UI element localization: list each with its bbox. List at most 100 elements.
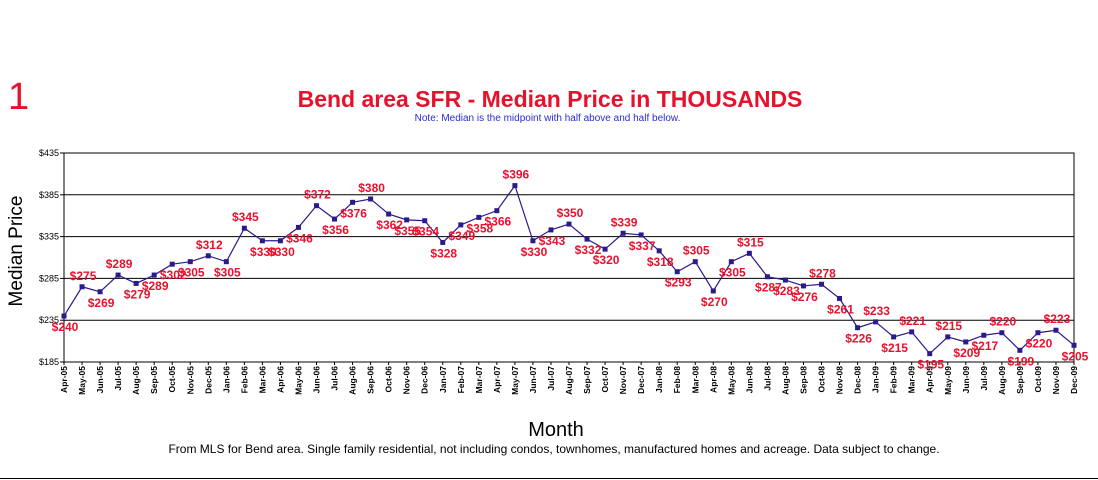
data-label: $380 bbox=[358, 181, 385, 195]
x-tick-label: Jun-05 bbox=[95, 366, 105, 394]
x-tick-label: Dec-06 bbox=[420, 366, 430, 394]
data-label: $279 bbox=[124, 287, 151, 301]
data-point bbox=[819, 281, 824, 287]
data-label: $332 bbox=[575, 243, 602, 257]
data-point bbox=[277, 238, 283, 244]
x-tick-label: Oct-08 bbox=[817, 366, 827, 393]
data-point bbox=[169, 261, 175, 267]
x-tick-label: Apr-07 bbox=[492, 366, 502, 393]
x-tick-label: Jan-09 bbox=[871, 366, 881, 393]
x-tick-label: Oct-09 bbox=[1033, 366, 1043, 393]
data-point bbox=[205, 253, 211, 259]
x-tick-label: Apr-06 bbox=[275, 366, 285, 393]
x-tick-label: Jul-05 bbox=[113, 366, 123, 391]
data-label: $287 bbox=[755, 281, 782, 295]
data-label: $343 bbox=[539, 234, 566, 248]
data-point bbox=[61, 313, 67, 319]
data-label: $240 bbox=[52, 320, 79, 334]
x-tick-label: Feb-08 bbox=[672, 366, 682, 394]
data-point bbox=[386, 211, 392, 217]
data-point bbox=[1017, 347, 1023, 353]
data-label: $293 bbox=[665, 276, 692, 290]
data-label: $217 bbox=[971, 339, 998, 353]
page-number: 1 bbox=[8, 76, 30, 118]
y-tick-label: $235 bbox=[39, 315, 59, 325]
data-label: $349 bbox=[448, 229, 475, 243]
data-point bbox=[981, 332, 987, 338]
data-label: $330 bbox=[521, 245, 548, 259]
x-tick-label: Jul-08 bbox=[762, 366, 772, 391]
x-tick-label: Jul-09 bbox=[979, 366, 989, 391]
data-label: $362 bbox=[376, 218, 403, 232]
x-tick-label: Jul-07 bbox=[546, 366, 556, 391]
data-point bbox=[927, 351, 933, 357]
x-tick-label: May-06 bbox=[293, 366, 303, 395]
x-tick-label: Feb-07 bbox=[456, 366, 466, 394]
data-label: $269 bbox=[88, 296, 115, 310]
data-labels: $240$275$269$289$279$289$302$305$312$305… bbox=[52, 168, 1089, 372]
y-tick-label: $335 bbox=[39, 232, 59, 242]
data-point bbox=[295, 224, 301, 230]
data-label: $221 bbox=[899, 314, 926, 328]
x-tick-label: Sep-09 bbox=[1015, 366, 1025, 394]
data-label: $215 bbox=[935, 319, 962, 333]
data-label: $205 bbox=[1062, 349, 1089, 363]
data-label: $396 bbox=[503, 168, 530, 182]
x-tick-label: May-07 bbox=[510, 366, 520, 395]
x-tick-label: May-08 bbox=[726, 366, 736, 395]
data-point bbox=[764, 274, 770, 280]
data-point bbox=[458, 222, 464, 228]
x-tick-label: Jan-08 bbox=[654, 366, 664, 393]
footnote: From MLS for Bend area. Single family re… bbox=[168, 442, 940, 456]
data-label: $337 bbox=[629, 239, 656, 253]
data-point bbox=[566, 221, 572, 227]
x-tick-label: Dec-05 bbox=[203, 366, 213, 394]
data-point bbox=[602, 246, 608, 252]
data-point bbox=[314, 203, 319, 209]
data-label: $320 bbox=[593, 253, 620, 267]
data-label: $261 bbox=[827, 302, 854, 316]
data-point bbox=[223, 259, 229, 265]
x-tick-label: Nov-08 bbox=[835, 366, 845, 395]
data-label: $233 bbox=[863, 304, 890, 318]
x-tick-label: Apr-08 bbox=[708, 366, 718, 393]
x-tick-label: Jul-06 bbox=[330, 366, 340, 391]
x-tick-label: Jan-07 bbox=[438, 366, 448, 393]
data-point bbox=[115, 272, 121, 278]
data-label: $276 bbox=[791, 290, 818, 304]
x-tick-label: Nov-05 bbox=[185, 366, 195, 395]
data-point bbox=[259, 238, 265, 244]
data-label: $330 bbox=[250, 245, 277, 259]
data-point bbox=[332, 216, 338, 222]
data-label: $305 bbox=[683, 244, 710, 258]
data-label: $305 bbox=[178, 266, 205, 280]
x-tick-label: Feb-09 bbox=[889, 366, 899, 394]
data-label: $366 bbox=[485, 215, 512, 229]
data-point bbox=[855, 325, 861, 331]
x-tick-label: Aug-07 bbox=[564, 366, 574, 395]
data-point bbox=[530, 238, 536, 244]
data-label: $220 bbox=[990, 315, 1017, 329]
x-tick-label: Apr-05 bbox=[59, 366, 69, 393]
data-point bbox=[350, 199, 356, 205]
data-label: $289 bbox=[142, 279, 169, 293]
y-tick-label: $185 bbox=[39, 357, 59, 367]
bottom-divider bbox=[0, 478, 1098, 479]
data-point bbox=[440, 239, 446, 245]
data-label: $350 bbox=[557, 206, 584, 220]
data-point bbox=[548, 227, 554, 233]
chart-subtitle: Note: Median is the midpoint with half a… bbox=[414, 113, 681, 124]
data-point bbox=[800, 283, 806, 289]
data-label: $355 bbox=[394, 224, 421, 238]
data-point bbox=[873, 319, 879, 325]
x-tick-label: Dec-07 bbox=[636, 366, 646, 394]
data-label: $354 bbox=[412, 225, 439, 239]
data-label: $220 bbox=[1026, 337, 1053, 351]
data-label: $345 bbox=[232, 210, 259, 224]
x-tick-label: Aug-08 bbox=[780, 366, 790, 395]
data-point bbox=[782, 277, 788, 283]
data-point bbox=[187, 259, 193, 265]
data-label: $226 bbox=[845, 332, 872, 346]
data-label: $302 bbox=[160, 268, 187, 282]
data-point bbox=[151, 272, 157, 278]
